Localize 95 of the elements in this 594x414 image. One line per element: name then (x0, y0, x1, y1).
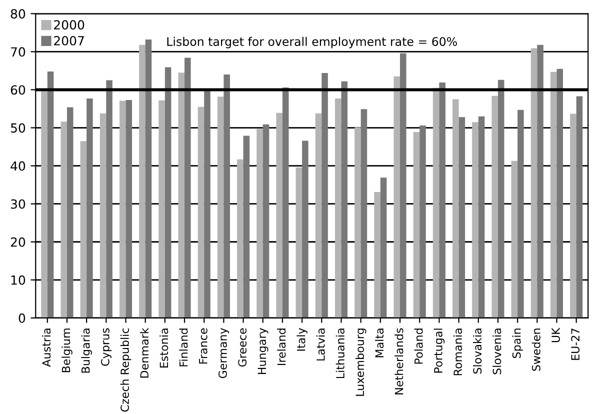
x-tick-label: Belgium (62, 328, 72, 372)
x-tick-label: UK (552, 327, 560, 342)
bar (354, 127, 361, 318)
bar (302, 140, 308, 318)
x-tick-label: Slovenia (492, 328, 502, 374)
x-tick-label: Netherlands (394, 328, 404, 394)
bar (106, 80, 112, 318)
bar (66, 107, 74, 318)
x-tick-label: EU-27 (571, 328, 580, 360)
x-tick-label: Spain (512, 328, 523, 358)
x-tick-label: Czech Republic (120, 328, 132, 412)
bar (394, 76, 400, 318)
bar (537, 44, 544, 318)
bar (224, 74, 230, 318)
bar (80, 141, 87, 318)
bar (126, 100, 132, 318)
x-tick-label: France (199, 328, 208, 364)
bar (60, 122, 67, 318)
bar (139, 44, 146, 318)
bar (204, 90, 210, 318)
bar (100, 113, 106, 318)
bar (400, 53, 406, 318)
bar (276, 112, 282, 318)
y-tick-label: 60 (10, 85, 26, 95)
bar (360, 109, 368, 318)
bar (413, 132, 420, 318)
bar (145, 40, 152, 318)
bar (341, 81, 348, 318)
x-tick-label: Denmark (140, 328, 149, 378)
bar (119, 100, 126, 318)
x-tick-label: Romania (453, 328, 462, 376)
x-tick-label: Germany (218, 328, 230, 378)
bar (243, 136, 250, 318)
bar (282, 87, 289, 318)
bar (217, 96, 224, 318)
bar (458, 117, 466, 318)
bar (550, 72, 557, 318)
x-tick-label: Malta (375, 328, 384, 358)
bar (511, 160, 518, 318)
bar (198, 106, 204, 318)
y-tick-label: 80 (10, 9, 26, 19)
bar (380, 178, 387, 318)
bar (41, 91, 48, 318)
x-tick-label: Luxembourg (355, 328, 366, 396)
bar (47, 71, 54, 318)
y-tick-label: 10 (11, 275, 26, 285)
annotation: Lisbon target for overall employment rate = 60% (167, 36, 457, 48)
bar (498, 80, 504, 318)
bar (576, 96, 583, 318)
bar (322, 73, 328, 318)
x-tick-label: Italy (296, 328, 308, 351)
bar (452, 99, 459, 318)
bar (570, 114, 576, 318)
y-tick-label: 20 (10, 237, 26, 247)
bar (492, 96, 498, 318)
bar (178, 72, 185, 318)
x-tick-label: Finland (179, 328, 188, 366)
y-tick-label: 40 (10, 161, 26, 171)
x-tick-label: Estonia (160, 328, 168, 368)
bar (256, 128, 263, 318)
bar (315, 113, 322, 318)
y-tick-label: 30 (10, 199, 26, 209)
bar (86, 98, 93, 318)
x-tick-label: Sweden (532, 328, 540, 371)
bar (184, 58, 191, 318)
x-tick-label: Lithuania (336, 328, 344, 378)
x-tick-label: Hungary (258, 328, 268, 374)
x-tick-label: Bulgaria (81, 328, 92, 373)
bar (334, 98, 342, 318)
bar (262, 124, 270, 318)
bar (439, 82, 446, 318)
y-tick-label: 70 (11, 47, 26, 57)
bar (374, 192, 380, 318)
legend-label: 2007 (54, 36, 84, 46)
bar (164, 67, 172, 318)
bar (158, 100, 165, 318)
x-tick-label: Ireland (277, 328, 286, 366)
x-tick-label: Greece (238, 328, 247, 367)
x-tick-label: Portugal (434, 328, 445, 373)
bar (237, 159, 244, 318)
bar (478, 116, 485, 318)
bar (420, 125, 426, 318)
y-tick-label: 50 (10, 123, 26, 133)
y-tick-label: 0 (18, 313, 26, 323)
bar (472, 122, 478, 318)
x-tick-label: Austria (42, 328, 51, 367)
x-tick-label: Cyprus (100, 328, 112, 366)
x-tick-label: Slovakia (472, 328, 482, 374)
x-tick-label: Latvia (316, 328, 325, 360)
bar (518, 110, 524, 318)
x-tick-label: Poland (414, 328, 423, 364)
bar (530, 48, 538, 318)
legend-label: 2000 (54, 20, 84, 30)
bar (296, 167, 302, 318)
bar (556, 68, 563, 318)
